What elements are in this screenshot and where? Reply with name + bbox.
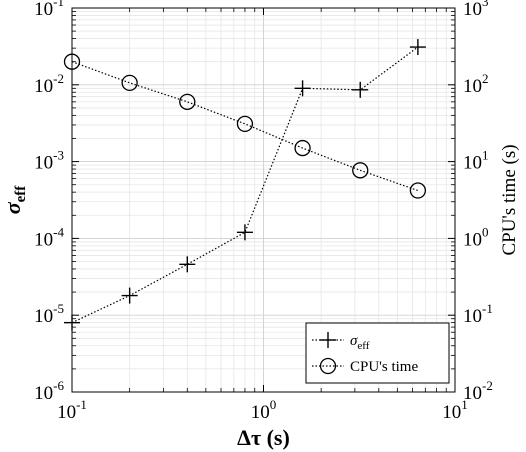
y-right-tick-label: 101 [463, 148, 489, 174]
y-right-tick-label: 10-2 [463, 378, 493, 404]
y-right-tick-label-base: 10 [463, 229, 482, 250]
y-right-tick-label-exponent: -2 [482, 378, 493, 393]
series-layer [63, 39, 427, 331]
y-right-tick-label-base: 10 [463, 0, 482, 20]
tick-labels: 10-1 100 10110-610-510-410-310-210-110-210… [34, 0, 493, 423]
data-point-sigma-eff [294, 80, 311, 97]
y-left-tick-label-exponent: -4 [53, 224, 64, 239]
y-left-tick-label-base: 10 [34, 383, 53, 404]
legend-label-sigma-eff: σeff [350, 333, 370, 352]
data-point-sigma-eff [179, 256, 196, 273]
y-left-tick-label-exponent: -2 [53, 71, 64, 86]
data-point-cpu-time [121, 74, 138, 92]
y-right-tick-label-exponent: -1 [482, 301, 493, 316]
legend-marker-symbol [319, 357, 337, 375]
y-left-tick-label: 10-4 [34, 224, 64, 250]
y-left-tick-label-exponent: -3 [53, 148, 64, 163]
legend-marker-symbol [320, 332, 336, 348]
data-point-sigma-eff [121, 287, 138, 304]
data-point-cpu-time [352, 162, 369, 179]
y-right-tick-label: 103 [463, 0, 489, 20]
legend-label-sigma-subscript: eff [357, 340, 369, 352]
y-left-tick-label-base: 10 [34, 0, 53, 20]
x-tick-label-base: 10 [251, 402, 270, 423]
y-left-tick-label-exponent: -5 [53, 301, 64, 316]
data-point-sigma-eff [236, 224, 253, 241]
y-right-tick-label: 102 [463, 71, 489, 97]
x-tick-label-base: 10 [57, 402, 76, 423]
y-right-tick-label-exponent: 2 [482, 71, 489, 86]
x-tick-label-exponent: -1 [76, 397, 87, 412]
series-line-1 [71, 61, 419, 192]
y-left-tick-label-exponent: -1 [53, 0, 64, 9]
x-tick-label-exponent: 0 [270, 397, 277, 412]
axis-ticks [71, 7, 456, 393]
y-left-tick-label: 10-6 [34, 378, 64, 404]
y-right-tick-label-base: 10 [463, 383, 482, 404]
x-axis-label: Δτ (s) [237, 425, 290, 450]
data-point-cpu-time [236, 115, 254, 133]
data-point-cpu-time [179, 93, 196, 110]
y-right-tick-label-exponent: 1 [482, 148, 489, 163]
data-point-sigma-eff [352, 81, 369, 98]
y-right-tick-label-exponent: 3 [482, 0, 489, 9]
y-right-tick-label-base: 10 [463, 306, 482, 327]
y-left-tick-label: 10-2 [34, 71, 64, 97]
y-axis-left-label-subscript: eff [13, 185, 29, 203]
y-right-tick-label-exponent: 0 [482, 224, 489, 239]
legend-label-sigma-main: σ [350, 333, 358, 349]
legend-marker-circle [319, 357, 337, 375]
x-tick-label: 101 [442, 397, 468, 423]
y-left-tick-label: 10-1 [34, 0, 64, 20]
legend-label-cpu-time: CPU's time [350, 359, 418, 375]
legend-marker-plus [320, 332, 336, 348]
x-tick-label: 10-1 [57, 397, 87, 423]
y-left-tick-label-base: 10 [34, 229, 53, 250]
x-tick-label-base: 10 [442, 402, 461, 423]
legend: σeff CPU's time [305, 322, 450, 384]
x-tick-label-exponent: 1 [461, 397, 468, 412]
y-right-tick-label: 100 [463, 224, 489, 250]
data-point-sigma-eff [409, 39, 426, 56]
y-axis-left-label-main: σ [0, 201, 25, 214]
x-tick-label: 100 [251, 397, 277, 423]
y-left-tick-label: 10-5 [34, 301, 64, 327]
legend-item-cpu-time: CPU's time [312, 357, 418, 375]
y-right-tick-label-base: 10 [463, 153, 482, 174]
y-right-tick-label-base: 10 [463, 76, 482, 97]
y-left-tick-label: 10-3 [34, 148, 64, 174]
data-point-cpu-time [294, 139, 311, 157]
y-right-tick-label: 10-1 [463, 301, 493, 327]
data-point-cpu-time [409, 182, 427, 199]
legend-item-sigma-eff: σeff [312, 332, 370, 352]
y-axis-left-label: σeff [0, 185, 29, 215]
y-left-tick-label-base: 10 [34, 76, 53, 97]
y-left-tick-label-base: 10 [34, 153, 53, 174]
y-left-tick-label-base: 10 [34, 306, 53, 327]
y-axis-right-label: CPU's time (s) [499, 144, 520, 255]
y-left-tick-label-exponent: -6 [53, 378, 64, 393]
